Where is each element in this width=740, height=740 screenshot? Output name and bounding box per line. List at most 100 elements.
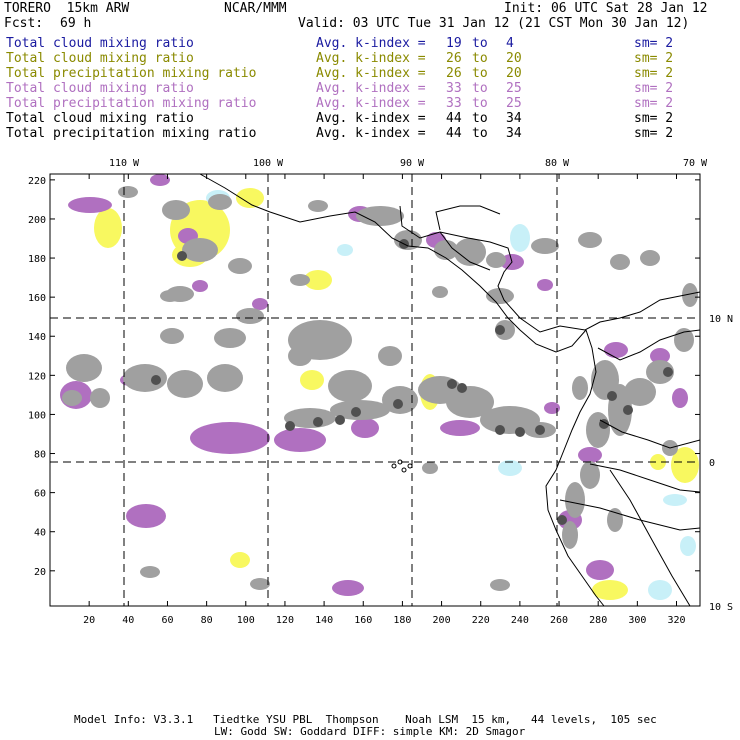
purple-cloud-region <box>190 422 270 454</box>
y-tick-label: 40 <box>34 528 46 539</box>
purple-cloud-region <box>586 560 614 580</box>
longitude-label: 80 W <box>545 158 570 169</box>
dark-core <box>607 391 617 401</box>
legend-smoothing: sm= 2 <box>634 36 674 51</box>
gray-cloud-region <box>580 461 600 489</box>
x-tick-label: 220 <box>472 615 490 626</box>
coastline-segment <box>435 205 501 231</box>
y-tick-label: 60 <box>34 489 46 500</box>
gray-cloud-region <box>208 194 232 210</box>
purple-cloud-region <box>440 420 480 436</box>
axes: 220 200 180 160 140 120 100 80 60 40 20 20 40 60 80 100… <box>28 158 733 626</box>
cyan-cloud-region <box>680 536 696 556</box>
gray-cloud-region <box>562 521 578 549</box>
legend-kindex: Avg. k-index = <box>316 81 426 96</box>
x-tick-label: 280 <box>589 615 607 626</box>
gray-cloud-region <box>160 290 180 302</box>
yellow-cloud-region <box>671 447 699 483</box>
gray-cloud-region <box>646 360 674 384</box>
purple-cloud-region <box>252 298 268 310</box>
gray-cloud-region <box>607 508 623 532</box>
dark-core <box>335 415 345 425</box>
gray-cloud-region <box>578 232 602 248</box>
legend-kindex: Avg. k-index = <box>316 96 426 111</box>
legend-smoothing: sm= 2 <box>634 111 674 126</box>
legend-from: 33 <box>446 81 462 96</box>
gray-cloud-region <box>531 238 559 254</box>
purple-cloud-region <box>68 197 112 213</box>
gray-cloud-region <box>486 252 506 268</box>
gray-cloud-region <box>432 286 448 298</box>
cyan-cloud-region <box>663 494 687 506</box>
x-tick-label: 100 <box>237 615 255 626</box>
gray-cloud-region <box>207 364 243 392</box>
gray-cloud-region <box>167 370 203 398</box>
lat-lon-grid <box>50 174 700 606</box>
x-tick-label: 140 <box>315 615 333 626</box>
y-tick-label: 80 <box>34 450 46 461</box>
gray-cloud-region <box>228 258 252 274</box>
init-time: Init: 06 UTC Sat 28 Jan 12 <box>504 1 708 16</box>
purple-cloud-region <box>604 342 628 358</box>
dark-core <box>557 515 567 525</box>
gray-cloud-region <box>640 250 660 266</box>
x-tick-label: 160 <box>354 615 372 626</box>
model-name: TORERO 15km ARW <box>4 1 130 16</box>
purple-cloud-region <box>126 504 166 528</box>
dark-core <box>599 419 609 429</box>
galapagos-island <box>391 463 397 469</box>
legend-kindex: Avg. k-index = <box>316 66 426 81</box>
dark-core <box>663 367 673 377</box>
legend-smoothing: sm= 2 <box>634 126 674 141</box>
gray-cloud-region <box>454 238 486 266</box>
dark-core <box>495 325 505 335</box>
forecast-hour: 69 h <box>60 16 92 31</box>
gray-cloud-region <box>236 308 264 324</box>
gray-cloud-region <box>162 200 190 220</box>
yellow-cloud-region <box>94 208 122 248</box>
y-tick-label: 220 <box>28 176 46 187</box>
x-tick-label: 300 <box>628 615 646 626</box>
gray-cloud-region <box>328 370 372 402</box>
valid-time: Valid: 03 UTC Tue 31 Jan 12 (21 CST Mon … <box>298 16 690 31</box>
galapagos-island <box>401 467 407 473</box>
purple-cloud-region <box>544 402 560 414</box>
x-tick-label: 40 <box>122 615 134 626</box>
legend-to: 34 <box>506 126 522 141</box>
gray-cloud-region <box>288 346 312 366</box>
purple-cloud-region <box>192 280 208 292</box>
yellow-cloud-region <box>304 270 332 290</box>
gray-cloud-region <box>160 328 184 344</box>
coastline-segment <box>589 463 701 493</box>
legend-from: 19 <box>446 36 462 51</box>
longitude-label: 110 W <box>109 158 140 169</box>
legend-smoothing: sm= 2 <box>634 96 674 111</box>
coastline-segment <box>609 469 691 607</box>
legend-field: Total precipitation mixing ratio <box>6 96 257 111</box>
gray-cloud-region <box>624 378 656 406</box>
gray-cloud-region <box>591 360 619 400</box>
x-tick-label: 320 <box>667 615 685 626</box>
gray-cloud-region <box>480 406 540 434</box>
legend-from: 44 <box>446 111 462 126</box>
gray-cloud-region <box>66 354 102 382</box>
legend-kindex: Avg. k-index = <box>316 111 426 126</box>
forecast-label: Fcst: <box>4 16 44 31</box>
yellow-cloud-region <box>650 454 666 470</box>
purple-cloud-region <box>150 174 170 186</box>
coastline-segment <box>559 499 701 531</box>
legend-to: 25 <box>506 96 522 111</box>
coastline-segment <box>439 231 491 271</box>
legend-smoothing: sm= 2 <box>634 81 674 96</box>
legend-from: 44 <box>446 126 462 141</box>
dark-core <box>515 427 525 437</box>
legend-kindex: Avg. k-index = <box>316 51 426 66</box>
legend-field: Total cloud mixing ratio <box>6 81 194 96</box>
gray-cloud-region <box>586 412 610 448</box>
legend-field: Total cloud mixing ratio <box>6 51 194 66</box>
legend-field: Total precipitation mixing ratio <box>6 126 257 141</box>
legend-to-word: to <box>472 126 488 141</box>
gray-cloud-region <box>118 186 138 198</box>
legend-to-word: to <box>472 81 488 96</box>
